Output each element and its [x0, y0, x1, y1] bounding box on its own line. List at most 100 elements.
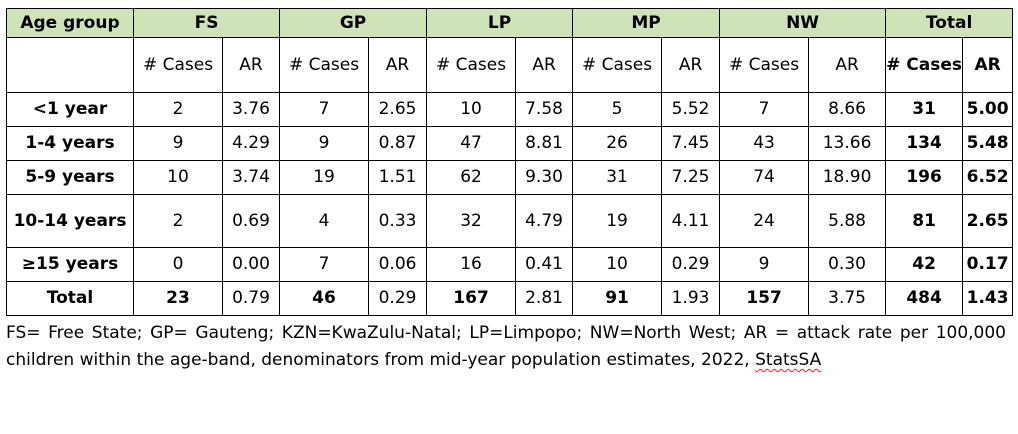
ar-cell: 0.29: [661, 247, 721, 282]
age-group-header-blank: [6, 37, 134, 93]
ar-header: AR: [808, 37, 887, 93]
province-header-mp: MP: [572, 8, 721, 38]
row-label: ≥15 years: [6, 247, 134, 282]
cases-cell: 32: [426, 194, 517, 248]
cases-cell: 2: [133, 92, 223, 127]
header-row-measures: # Cases AR # Cases AR # Cases AR # Cases…: [6, 37, 1014, 93]
row-label: Total: [6, 281, 134, 316]
cases-cell: 7: [719, 92, 810, 127]
ar-cell: 2.81: [515, 281, 574, 316]
cases-cell: 24: [719, 194, 810, 248]
ar-cell: 4.11: [661, 194, 721, 248]
table-row: Total 23 0.79 46 0.29 167 2.81 91 1.93 157 3.75 484…: [6, 281, 1014, 316]
cases-cell: 62: [426, 160, 517, 195]
cases-cell: 10: [426, 92, 517, 127]
cases-header: # Cases: [133, 37, 223, 93]
row-label: 1-4 years: [6, 126, 134, 161]
total-cases-cell: 196: [885, 160, 964, 195]
total-ar-cell: 6.52: [962, 160, 1014, 195]
cases-cell: 167: [426, 281, 517, 316]
ar-cell: 5.52: [661, 92, 721, 127]
ar-cell: 18.90: [808, 160, 887, 195]
table-row: 1-4 years 9 4.29 9 0.87 47 8.81 26 7.45 43 13.66 13…: [6, 126, 1014, 161]
header-row-provinces: Age group FS GP LP MP NW Total: [6, 8, 1014, 38]
cases-cell: 10: [133, 160, 223, 195]
ar-cell: 0.29: [368, 281, 428, 316]
total-cases-cell: 31: [885, 92, 964, 127]
table-body: <1 year 2 3.76 7 2.65 10 7.58 5 5.52 7 8.66 31 5.00 1…: [6, 92, 1014, 316]
ar-cell: 0.79: [221, 281, 281, 316]
province-header-gp: GP: [279, 8, 428, 38]
total-ar-cell: 0.17: [962, 247, 1014, 282]
ar-cell: 1.51: [368, 160, 428, 195]
cases-cell: 23: [133, 281, 223, 316]
cases-cell: 19: [572, 194, 663, 248]
ar-cell: 0.30: [808, 247, 887, 282]
ar-cell: 2.65: [368, 92, 428, 127]
ar-cell: 0.00: [221, 247, 281, 282]
cases-cell: 157: [719, 281, 810, 316]
total-cases-cell: 134: [885, 126, 964, 161]
total-cases-cell: 81: [885, 194, 964, 248]
table-wrapper: Age group FS GP LP MP NW Total # Cases A…: [6, 8, 1014, 316]
table-row: 10-14 years 2 0.69 4 0.33 32 4.79 19 4.11 24 5.88 8…: [6, 194, 1014, 248]
age-group-header: Age group: [6, 8, 134, 38]
province-header-nw: NW: [719, 8, 887, 38]
cases-cell: 2: [133, 194, 223, 248]
ar-header: AR: [661, 37, 721, 93]
table-row: 5-9 years 10 3.74 19 1.51 62 9.30 31 7.25 74 18.90…: [6, 160, 1014, 195]
ar-cell: 3.75: [808, 281, 887, 316]
cases-cell: 19: [279, 160, 370, 195]
ar-cell: 8.66: [808, 92, 887, 127]
total-ar-cell: 2.65: [962, 194, 1014, 248]
cases-header: # Cases: [719, 37, 810, 93]
cases-cell: 46: [279, 281, 370, 316]
ar-header: AR: [368, 37, 428, 93]
ar-cell: 13.66: [808, 126, 887, 161]
row-label: <1 year: [6, 92, 134, 127]
ar-cell: 7.25: [661, 160, 721, 195]
cases-cell: 9: [133, 126, 223, 161]
total-cases-cell: 42: [885, 247, 964, 282]
ar-header: AR: [221, 37, 281, 93]
table-row: ≥15 years 0 0.00 7 0.06 16 0.41 10 0.29 9 0.30 42 0.…: [6, 247, 1014, 282]
cases-cell: 43: [719, 126, 810, 161]
ar-cell: 9.30: [515, 160, 574, 195]
cases-cell: 31: [572, 160, 663, 195]
cases-cell: 9: [719, 247, 810, 282]
province-header-lp: LP: [426, 8, 574, 38]
ar-cell: 0.41: [515, 247, 574, 282]
table-footnote: FS= Free State; GP= Gauteng; KZN=KwaZulu…: [6, 320, 1006, 374]
cases-cell: 5: [572, 92, 663, 127]
cases-cell: 7: [279, 247, 370, 282]
row-label: 5-9 years: [6, 160, 134, 195]
ar-cell: 4.29: [221, 126, 281, 161]
table-row: <1 year 2 3.76 7 2.65 10 7.58 5 5.52 7 8.66 31 5.00: [6, 92, 1014, 127]
cases-cell: 10: [572, 247, 663, 282]
ar-cell: 5.88: [808, 194, 887, 248]
ar-cell: 3.76: [221, 92, 281, 127]
ar-cell: 1.93: [661, 281, 721, 316]
ar-cell: 7.45: [661, 126, 721, 161]
footnote-text: FS= Free State; GP= Gauteng; KZN=KwaZulu…: [6, 323, 1006, 370]
ar-cell: 7.58: [515, 92, 574, 127]
cases-header: # Cases: [572, 37, 663, 93]
total-cases-header: # Cases: [885, 37, 964, 93]
cases-cell: 91: [572, 281, 663, 316]
footnote-source: StatsSA: [755, 350, 822, 370]
total-cases-cell: 484: [885, 281, 964, 316]
province-header-fs: FS: [132, 8, 281, 38]
cases-cell: 0: [133, 247, 223, 282]
ar-cell: 3.74: [221, 160, 281, 195]
ar-cell: 0.87: [368, 126, 428, 161]
total-ar-cell: 5.00: [962, 92, 1014, 127]
cases-cell: 16: [426, 247, 517, 282]
total-header: Total: [885, 8, 1014, 38]
ar-cell: 4.79: [515, 194, 574, 248]
total-ar-header: AR: [962, 37, 1014, 93]
ar-cell: 0.33: [368, 194, 428, 248]
ar-cell: 8.81: [515, 126, 574, 161]
total-ar-cell: 5.48: [962, 126, 1014, 161]
attack-rate-table: Age group FS GP LP MP NW Total # Cases A…: [6, 8, 1014, 316]
cases-cell: 7: [279, 92, 370, 127]
